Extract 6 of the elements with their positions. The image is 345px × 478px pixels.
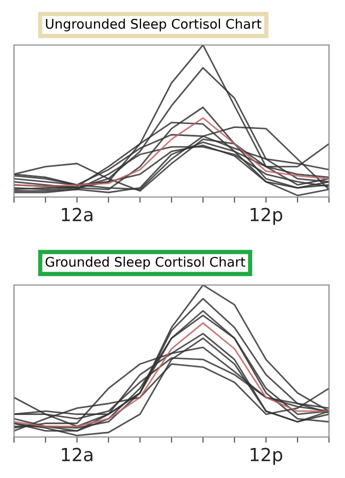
chart-title: Ungrounded Sleep Cortisol Chart xyxy=(46,18,262,32)
x-tick-label: 12a xyxy=(62,208,92,222)
x-tick-label: 12p xyxy=(250,208,282,225)
x-tick-label: 12p xyxy=(250,448,282,465)
x-tick-label: 12a xyxy=(62,448,92,462)
chart-title: Grounded Sleep Cortisol Chart xyxy=(46,256,246,270)
